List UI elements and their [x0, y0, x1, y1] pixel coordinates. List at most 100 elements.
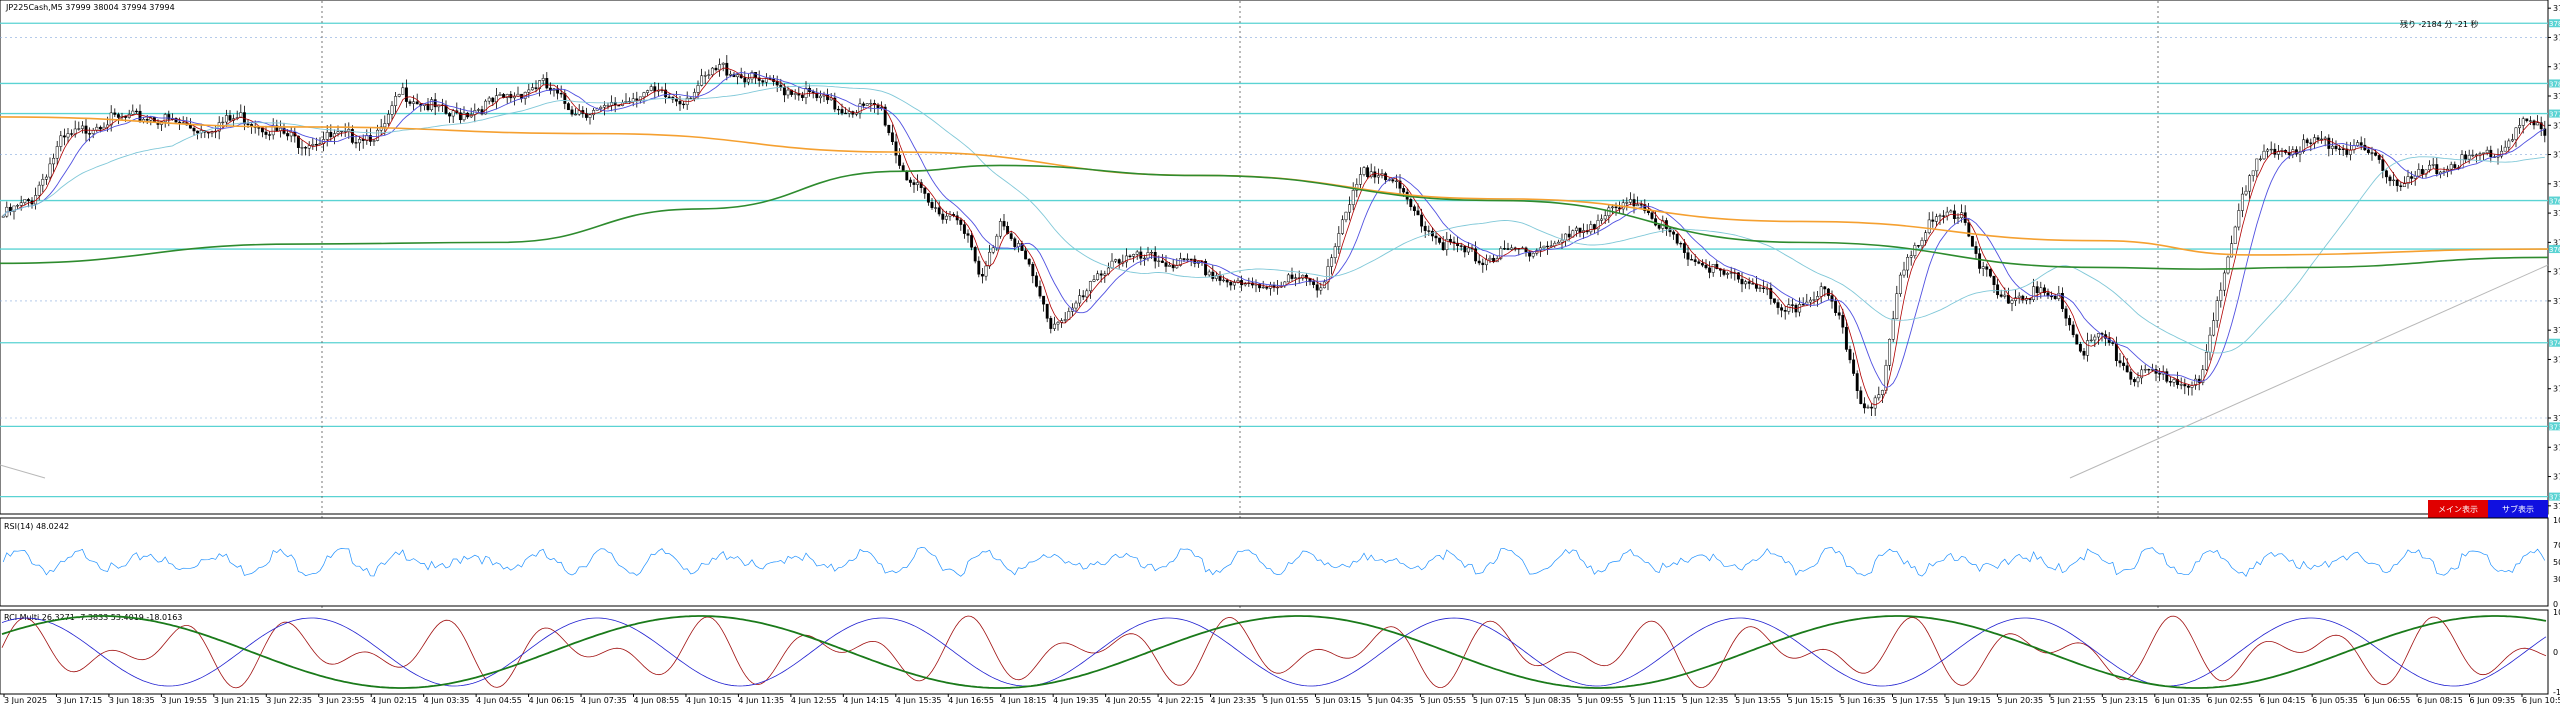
time-tick-label: 6 Jun 10:55 — [2522, 696, 2560, 704]
time-tick-label: 6 Jun 08:15 — [2417, 696, 2463, 704]
time-tick-label: 5 Jun 20:35 — [1997, 696, 2043, 704]
time-tick-label: 6 Jun 05:35 — [2312, 696, 2358, 704]
level-tag — [2549, 338, 2560, 347]
time-tick-label: 5 Jun 19:15 — [1945, 696, 1991, 704]
price-tick-label: 37715 — [2553, 151, 2560, 160]
price-tick-label: 37855 — [2553, 33, 2560, 42]
time-tick-label: 4 Jun 07:35 — [581, 696, 627, 704]
time-tick-label: 3 Jun 17:15 — [56, 696, 102, 704]
time-tick-label: 3 Jun 22:35 — [266, 696, 312, 704]
time-tick-label: 4 Jun 16:55 — [948, 696, 994, 704]
price-tick-label: 37610 — [2553, 238, 2560, 247]
price-tick-label: 37330 — [2553, 473, 2560, 482]
time-tick-label: 3 Jun 21:15 — [214, 696, 260, 704]
level-tag-label: 37306 — [2549, 494, 2560, 502]
time-tick-label: 4 Jun 06:15 — [529, 696, 575, 704]
time-tick-label: 5 Jun 09:55 — [1578, 696, 1624, 704]
time-tick-label: 5 Jun 12:35 — [1683, 696, 1729, 704]
price-tick-label: 37540 — [2553, 297, 2560, 306]
main-display-button[interactable]: メイン表示 — [2428, 500, 2488, 518]
time-tick-label: 4 Jun 23:35 — [1211, 696, 1257, 704]
sub-display-button[interactable]: サブ表示 — [2488, 500, 2548, 518]
level-tag-label: 37390 — [2549, 423, 2560, 431]
main-display-label: メイン表示 — [2438, 504, 2478, 514]
rsi-line — [2, 547, 2546, 577]
rci-panel[interactable] — [0, 609, 2549, 695]
rci-tick-label: -100 — [2553, 688, 2560, 697]
time-tick-label: 5 Jun 03:15 — [1315, 696, 1361, 704]
countdown-text: 残り -2184 分 -21 秒 — [2400, 19, 2478, 29]
time-axis: 3 Jun 2025 3 Jun 17:15 3 Jun 18:35 3 Jun 19… — [3, 694, 2560, 704]
time-tick-label: 5 Jun 16:35 — [1840, 696, 1886, 704]
time-tick-label: 4 Jun 12:55 — [791, 696, 837, 704]
price-tick-label: 37365 — [2553, 443, 2560, 452]
time-tick-label: 6 Jun 06:55 — [2365, 696, 2411, 704]
time-tick-label: 5 Jun 11:15 — [1630, 696, 1676, 704]
price-tick-label: 37750 — [2553, 121, 2560, 130]
time-tick-label: 3 Jun 23:55 — [319, 696, 365, 704]
level-tag — [2549, 245, 2560, 254]
time-tick-label: 5 Jun 17:55 — [1893, 696, 1939, 704]
price-candles — [1, 55, 2547, 417]
chart-title: JP225Cash,M5 37999 38004 37994 37994 — [5, 3, 175, 12]
price-tick-label: 37575 — [2553, 268, 2560, 277]
rsi-title: RSI(14) 48.0242 — [4, 522, 69, 531]
time-tick-label: 4 Jun 22:15 — [1158, 696, 1204, 704]
level-tag — [2549, 492, 2560, 501]
rsi-tick-label: 30 — [2553, 575, 2560, 584]
rsi-tick-label: 0 — [2553, 600, 2558, 609]
rsi-tick-label: 50 — [2553, 558, 2560, 567]
rci-axis: 100 0 -100 — [2553, 608, 2560, 697]
horizontal-levels — [0, 22, 2548, 498]
rci-lines — [1, 615, 2547, 689]
time-tick-label: 5 Jun 01:55 — [1263, 696, 1309, 704]
time-tick-label: 6 Jun 02:55 — [2207, 696, 2253, 704]
price-tick-label: 37400 — [2553, 414, 2560, 423]
price-tick-label: 37295 — [2553, 502, 2560, 511]
price-tick-label: 37435 — [2553, 385, 2560, 394]
time-tick-label: 5 Jun 04:35 — [1368, 696, 1414, 704]
time-tick-label: 3 Jun 18:35 — [109, 696, 155, 704]
level-tag-label: 37660 — [2549, 198, 2560, 206]
level-tag-label: 37602 — [2549, 246, 2560, 254]
rsi-panel[interactable] — [0, 517, 2549, 607]
time-tick-label: 6 Jun 04:15 — [2260, 696, 2306, 704]
moving-averages — [0, 67, 2549, 406]
price-axis: 37890 37855 37820 37785 37750 37715 37680 37645… — [2548, 4, 2560, 511]
time-tick-label: 6 Jun 09:35 — [2470, 696, 2516, 704]
price-tick-label: 37505 — [2553, 326, 2560, 335]
price-tick-label: 37680 — [2553, 180, 2560, 189]
trend-line[interactable] — [0, 264, 2549, 479]
rci-title: RCI Multi 26.3271 -7.3833 53.4019 -18.01… — [4, 613, 182, 622]
time-tick-label: 4 Jun 02:15 — [371, 696, 417, 704]
time-tick-label: 4 Jun 15:35 — [896, 696, 942, 704]
price-tick-label: 37890 — [2553, 4, 2560, 13]
time-tick-label: 5 Jun 08:35 — [1525, 696, 1571, 704]
rci-tick-label: 100 — [2553, 608, 2560, 617]
time-tick-label: 3 Jun 19:55 — [161, 696, 207, 704]
time-tick-label: 5 Jun 21:55 — [2050, 696, 2096, 704]
rsi-tick-label: 100 — [2553, 516, 2560, 525]
price-tick-label: 37820 — [2553, 63, 2560, 72]
time-tick-label: 4 Jun 04:55 — [476, 696, 522, 704]
time-tick-label: 4 Jun 03:35 — [424, 696, 470, 704]
time-tick-label: 4 Jun 19:35 — [1053, 696, 1099, 704]
level-tag — [2549, 422, 2560, 431]
main-panel[interactable] — [0, 0, 2549, 515]
sub-display-label: サブ表示 — [2502, 504, 2534, 514]
price-tick-label: 37470 — [2553, 355, 2560, 364]
time-tick-label: 5 Jun 15:15 — [1788, 696, 1834, 704]
level-tag — [2549, 109, 2560, 118]
time-tick-label: 5 Jun 05:55 — [1420, 696, 1466, 704]
price-tick-label: 37785 — [2553, 92, 2560, 101]
price-tick-label: 37645 — [2553, 209, 2560, 218]
time-tick-label: 4 Jun 20:55 — [1106, 696, 1152, 704]
rsi-axis: 100 70 50 30 0 — [2553, 516, 2560, 609]
time-tick-label: 5 Jun 07:15 — [1473, 696, 1519, 704]
level-tag-label: 37872 — [2549, 20, 2560, 28]
period-separators — [321, 1, 2159, 694]
rsi-tick-label: 70 — [2553, 541, 2560, 550]
time-tick-label: 4 Jun 11:35 — [738, 696, 784, 704]
time-tick-label: 5 Jun 13:55 — [1735, 696, 1781, 704]
